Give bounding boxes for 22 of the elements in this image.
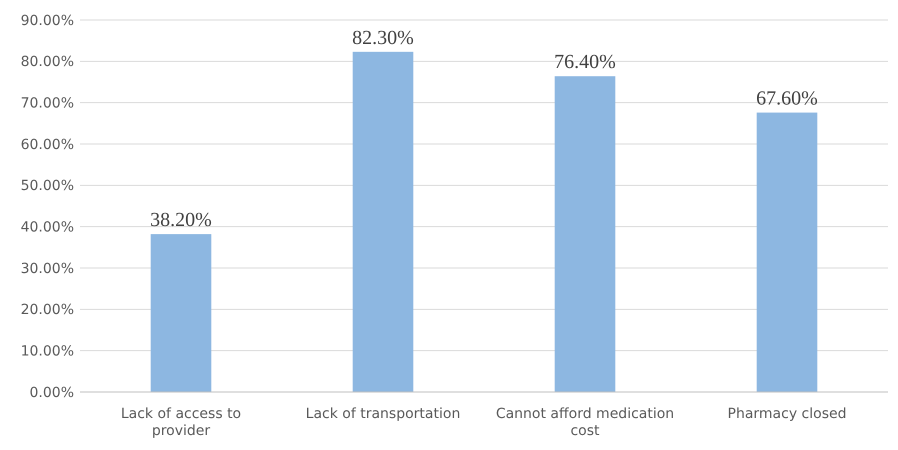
data-label: 82.30%	[352, 26, 414, 49]
data-label: 38.20%	[150, 209, 212, 232]
y-tick-label: 90.00%	[20, 12, 74, 29]
y-tick-label: 70.00%	[20, 96, 74, 112]
x-tick-label: Lack of access to provider	[120, 406, 242, 439]
bar	[756, 112, 818, 392]
y-tick-label: 40.00%	[20, 220, 74, 236]
x-tick-label: Cannot afford medication cost	[496, 406, 674, 439]
x-tick-label: Lack of transportation	[306, 406, 460, 422]
y-tick-label: 20.00%	[20, 302, 74, 318]
y-tick-label: 0.00%	[30, 384, 74, 401]
y-tick-label: 80.00%	[20, 54, 74, 70]
y-tick-label: 60.00%	[20, 136, 74, 153]
bar	[352, 52, 414, 392]
y-tick-label: 50.00%	[20, 178, 74, 194]
data-label: 67.60%	[756, 88, 818, 110]
y-tick-label: 30.00%	[20, 260, 74, 277]
x-tick-label: Pharmacy closed	[728, 406, 846, 422]
bar	[150, 234, 212, 392]
data-label: 76.40%	[554, 51, 616, 74]
y-tick-label: 10.00%	[20, 344, 74, 360]
bar	[554, 76, 616, 392]
